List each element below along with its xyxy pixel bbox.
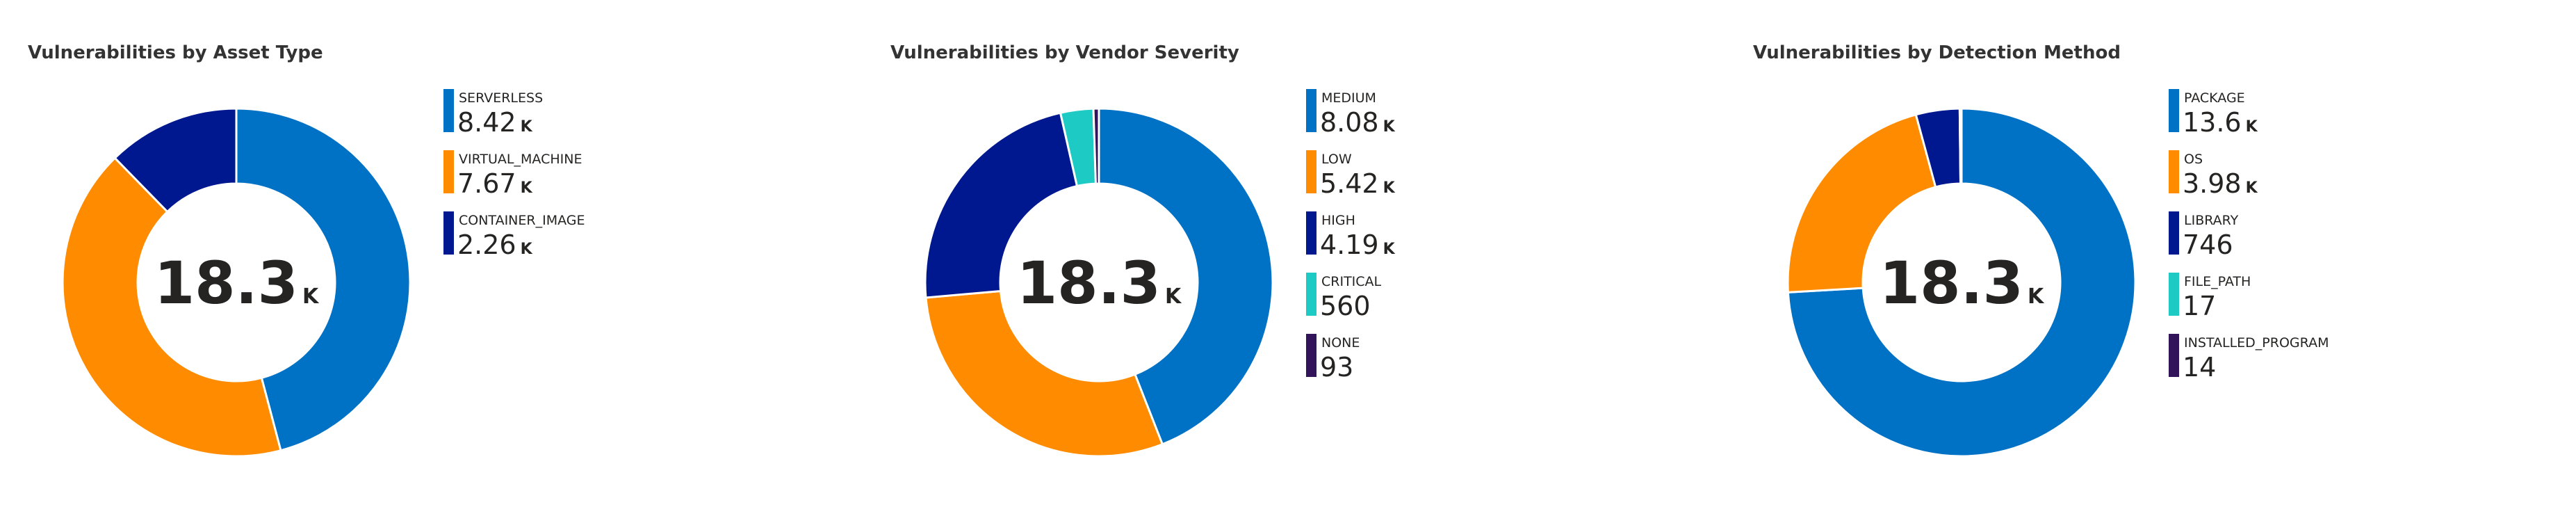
legend-value-number: 13.6 bbox=[2183, 107, 2242, 138]
center-total-number: 18.3 bbox=[1880, 249, 2023, 317]
legend-value: 8.42 K bbox=[457, 107, 533, 138]
legend-label: CRITICAL bbox=[1321, 274, 1382, 289]
legend-value-unit: K bbox=[521, 118, 533, 136]
legend-value: 13.6 K bbox=[2183, 107, 2258, 138]
legend-value-unit: K bbox=[521, 179, 533, 197]
donut-slice bbox=[924, 289, 1164, 458]
legend-value-unit: K bbox=[2246, 179, 2258, 197]
donut-slice bbox=[1786, 113, 1937, 293]
legend-value: 4.19 K bbox=[1320, 230, 1396, 260]
center-total: 18.3 K bbox=[154, 249, 320, 317]
legend-value-unit: K bbox=[1383, 241, 1396, 258]
legend-swatch bbox=[1306, 334, 1316, 377]
legend-value: 7.67 K bbox=[457, 168, 533, 199]
center-total-unit: K bbox=[1165, 284, 1182, 309]
legend-swatch bbox=[1306, 89, 1316, 132]
legend-value: 560 bbox=[1320, 291, 1371, 321]
legend-value-number: 2.26 bbox=[457, 230, 516, 260]
legend-value: 14 bbox=[2183, 352, 2216, 383]
center-total-number: 18.3 bbox=[1017, 249, 1161, 317]
legend-value-unit: K bbox=[2246, 118, 2258, 136]
legend-value-number: 8.08 bbox=[1320, 107, 1379, 138]
legend-value: 8.08 K bbox=[1320, 107, 1396, 138]
legend-label: CONTAINER_IMAGE bbox=[459, 213, 585, 228]
legend-swatch bbox=[443, 150, 454, 193]
donut-slice bbox=[1092, 107, 1100, 185]
chart-title: Vulnerabilities by Asset Type bbox=[28, 42, 323, 63]
legend-value-number: 7.67 bbox=[457, 168, 516, 199]
legend-swatch bbox=[2169, 150, 2179, 193]
legend-value: 17 bbox=[2183, 291, 2216, 321]
legend-label: LIBRARY bbox=[2184, 213, 2239, 228]
legend-swatch bbox=[1306, 211, 1316, 255]
center-total: 18.3 K bbox=[1017, 249, 1182, 317]
legend-value-number: 3.98 bbox=[2183, 168, 2242, 199]
legend-label: INSTALLED_PROGRAM bbox=[2184, 335, 2329, 351]
donut-slice bbox=[924, 111, 1079, 299]
legend-value-unit: K bbox=[521, 241, 533, 258]
donut-slice bbox=[61, 156, 282, 458]
legend-swatch bbox=[443, 89, 454, 132]
legend-swatch bbox=[1306, 273, 1316, 316]
center-total-unit: K bbox=[302, 284, 320, 309]
legend-value: 93 bbox=[1320, 352, 1353, 383]
legend-swatch bbox=[2169, 89, 2179, 132]
chart-title: Vulnerabilities by Detection Method bbox=[1753, 42, 2121, 63]
donut-slice bbox=[1959, 107, 1963, 185]
center-total: 18.3 K bbox=[1880, 249, 2045, 317]
legend-value-unit: K bbox=[1383, 118, 1396, 136]
donut-slice bbox=[235, 107, 411, 452]
legend-label: FILE_PATH bbox=[2184, 274, 2251, 289]
legend-value: 2.26 K bbox=[457, 230, 533, 260]
legend-value-number: 5.42 bbox=[1320, 168, 1379, 199]
legend-label: VIRTUAL_MACHINE bbox=[459, 152, 582, 167]
legend-value: 5.42 K bbox=[1320, 168, 1396, 199]
legend-value-number: 4.19 bbox=[1320, 230, 1379, 260]
legend-value: 3.98 K bbox=[2183, 168, 2258, 199]
donut-slice bbox=[113, 107, 238, 214]
legend-swatch bbox=[1306, 150, 1316, 193]
legend-label: OS bbox=[2184, 152, 2203, 167]
legend-swatch bbox=[2169, 334, 2179, 377]
legend-value: 746 bbox=[2183, 230, 2233, 260]
legend-label: HIGH bbox=[1321, 213, 1355, 228]
legend-value-unit: K bbox=[1383, 179, 1396, 197]
legend-label: SERVERLESS bbox=[459, 90, 543, 106]
legend-label: NONE bbox=[1321, 335, 1360, 351]
legend-swatch bbox=[443, 211, 454, 255]
legend-label: PACKAGE bbox=[2184, 90, 2245, 106]
legend-swatch bbox=[2169, 273, 2179, 316]
donut-slice bbox=[1098, 107, 1274, 446]
donut-slice bbox=[1786, 107, 2137, 458]
legend-label: MEDIUM bbox=[1321, 90, 1376, 106]
legend-swatch bbox=[2169, 211, 2179, 255]
center-total-unit: K bbox=[2028, 284, 2045, 309]
center-total-number: 18.3 bbox=[154, 249, 298, 317]
chart-title: Vulnerabilities by Vendor Severity bbox=[890, 42, 1239, 63]
legend-value-number: 8.42 bbox=[457, 107, 516, 138]
legend-label: LOW bbox=[1321, 152, 1352, 167]
